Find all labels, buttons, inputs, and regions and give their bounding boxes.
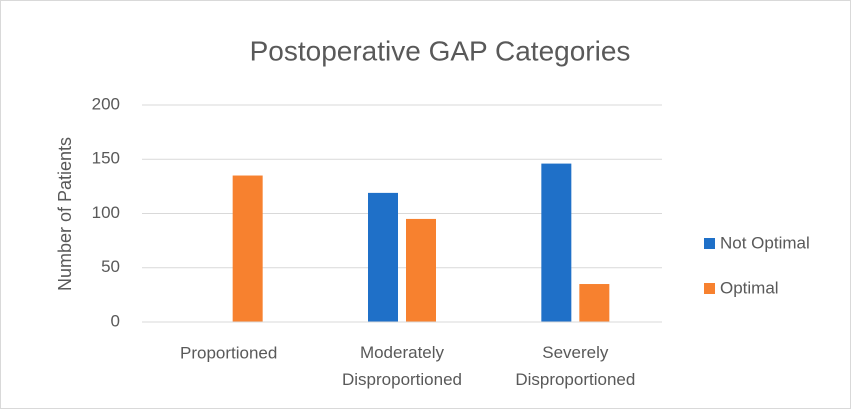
bar (368, 192, 398, 322)
legend-label: Optimal (720, 278, 779, 297)
y-tick-label: 0 (111, 311, 120, 330)
y-tick-label: 150 (92, 149, 120, 168)
legend-label: Not Optimal (720, 233, 810, 252)
x-tick-label: Moderately Disproportioned (342, 343, 462, 389)
bar (232, 175, 263, 322)
chart-title: Postoperative GAP Categories (250, 35, 631, 66)
bar (579, 284, 610, 322)
legend-swatch (704, 283, 715, 294)
legend-swatch (704, 238, 715, 249)
y-axis-title: Number of Patients (55, 137, 75, 291)
bar (406, 218, 436, 322)
x-tick-label: Severely Disproportioned (515, 343, 635, 389)
y-tick-label: 50 (101, 257, 120, 276)
y-tick-label: 100 (92, 203, 120, 222)
y-tick-label: 200 (92, 94, 120, 113)
x-tick-label: Proportioned (180, 343, 277, 362)
bar (541, 163, 572, 322)
